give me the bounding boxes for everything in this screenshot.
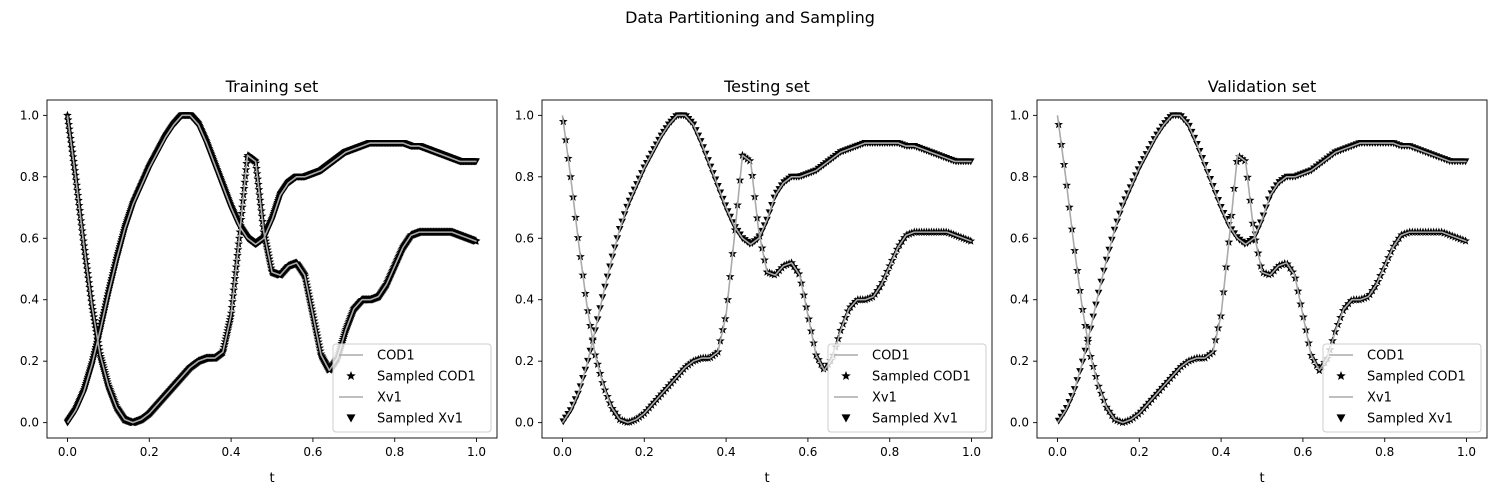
x-tick-label: 1.0 [962,445,981,459]
y-tick-label: 0.0 [1010,416,1029,430]
xv1-line [1056,114,1467,424]
x-tick-label: 1.0 [467,445,486,459]
figure-suptitle: Data Partitioning and Sampling [625,8,875,27]
axes-frame [1036,99,1488,439]
x-tick-label: 1.0 [1457,445,1476,459]
x-tick-label: 0.8 [1375,445,1394,459]
axes-frame [541,99,993,439]
legend-entry-label: Sampled Xv1 [1367,412,1453,427]
legend-triangle-handle [841,414,851,423]
legend-star-handle [841,371,851,381]
legend-triangle-handle [346,414,356,423]
y-tick-label: 0.4 [515,293,534,307]
xv1-line [66,114,477,424]
legend-entry-label: Sampled COD1 [872,370,971,385]
legend-entry-label: Xv1 [1367,391,1392,406]
y-tick-label: 0.0 [515,416,534,430]
x-tick-label: 0.2 [140,445,159,459]
x-tick-label: 0.4 [1212,445,1231,459]
y-tick-label: 0.8 [20,170,39,184]
legend-entry-label: Sampled COD1 [1367,370,1466,385]
legend-star-handle [1336,371,1346,381]
x-tick-label: 0.2 [635,445,654,459]
axes-frame [46,99,498,439]
y-tick-label: 0.6 [1010,231,1029,245]
x-axis-label: t [269,471,274,486]
legend-star-handle [346,371,356,381]
x-tick-label: 0.0 [553,445,572,459]
cod1-line [561,115,972,424]
legend-entry-label: COD1 [872,349,910,364]
plot-area [1054,112,1470,427]
y-tick-label: 0.6 [20,231,39,245]
y-tick-label: 1.0 [1010,108,1029,122]
y-tick-label: 0.8 [515,170,534,184]
cod1-line [66,115,477,424]
subplot-title: Training set [225,77,319,96]
x-tick-label: 0.0 [1048,445,1067,459]
legend-box [1322,343,1482,433]
legend-entry-label: Sampled Xv1 [872,412,958,427]
plot-area [558,112,976,427]
cod1-line [1056,115,1467,424]
subplot-2: 0.0 0.2 0.4 0.6 0.8 1.0 0.0 0.2 0.4 0.6 0.8 1.0 Test… [515,77,993,486]
subplot-title: Validation set [1208,77,1317,96]
y-tick-label: 0.8 [1010,170,1029,184]
y-tick-label: 1.0 [515,108,534,122]
legend-entry-label: COD1 [377,349,415,364]
legend-entry-label: Sampled COD1 [377,370,476,385]
legend-triangle-handle [1336,414,1346,423]
y-tick-label: 0.6 [515,231,534,245]
x-tick-label: 0.8 [880,445,899,459]
legend-box [332,343,492,433]
subplot-title: Testing set [723,77,810,96]
y-tick-label: 0.0 [20,416,39,430]
legend-entry-label: COD1 [1367,349,1405,364]
legend: COD1 Sampled COD1 Xv1 Sampled Xv1 [1322,343,1482,433]
y-tick-label: 0.2 [20,354,39,368]
x-tick-label: 0.6 [798,445,817,459]
x-axis-label: t [1259,471,1264,486]
subplot-3: 0.0 0.2 0.4 0.6 0.8 1.0 0.0 0.2 0.4 0.6 0.8 1.0 Vali… [1010,77,1488,486]
x-axis-label: t [764,471,769,486]
legend: COD1 Sampled COD1 Xv1 Sampled Xv1 [827,343,987,433]
subplot-1: 0.0 0.2 0.4 0.6 0.8 1.0 0.0 0.2 0.4 0.6 0.8 1.0 Trai… [20,77,498,486]
y-tick-label: 0.2 [515,354,534,368]
legend: COD1 Sampled COD1 Xv1 Sampled Xv1 [332,343,492,433]
plot-area [63,110,481,427]
xv1-line [561,114,972,424]
x-tick-label: 0.4 [222,445,241,459]
legend-entry-label: Sampled Xv1 [377,412,463,427]
legend-entry-label: Xv1 [377,391,402,406]
y-tick-label: 0.4 [1010,293,1029,307]
y-tick-label: 0.2 [1010,354,1029,368]
x-tick-label: 0.6 [303,445,322,459]
sampled-cod1-point [63,110,72,120]
legend-box [827,343,987,433]
x-tick-label: 0.8 [385,445,404,459]
x-tick-label: 0.0 [58,445,77,459]
y-tick-label: 1.0 [20,108,39,122]
x-tick-label: 0.6 [1293,445,1312,459]
legend-entry-label: Xv1 [872,391,897,406]
x-tick-label: 0.4 [717,445,736,459]
y-tick-label: 0.4 [20,293,39,307]
x-tick-label: 0.2 [1130,445,1149,459]
